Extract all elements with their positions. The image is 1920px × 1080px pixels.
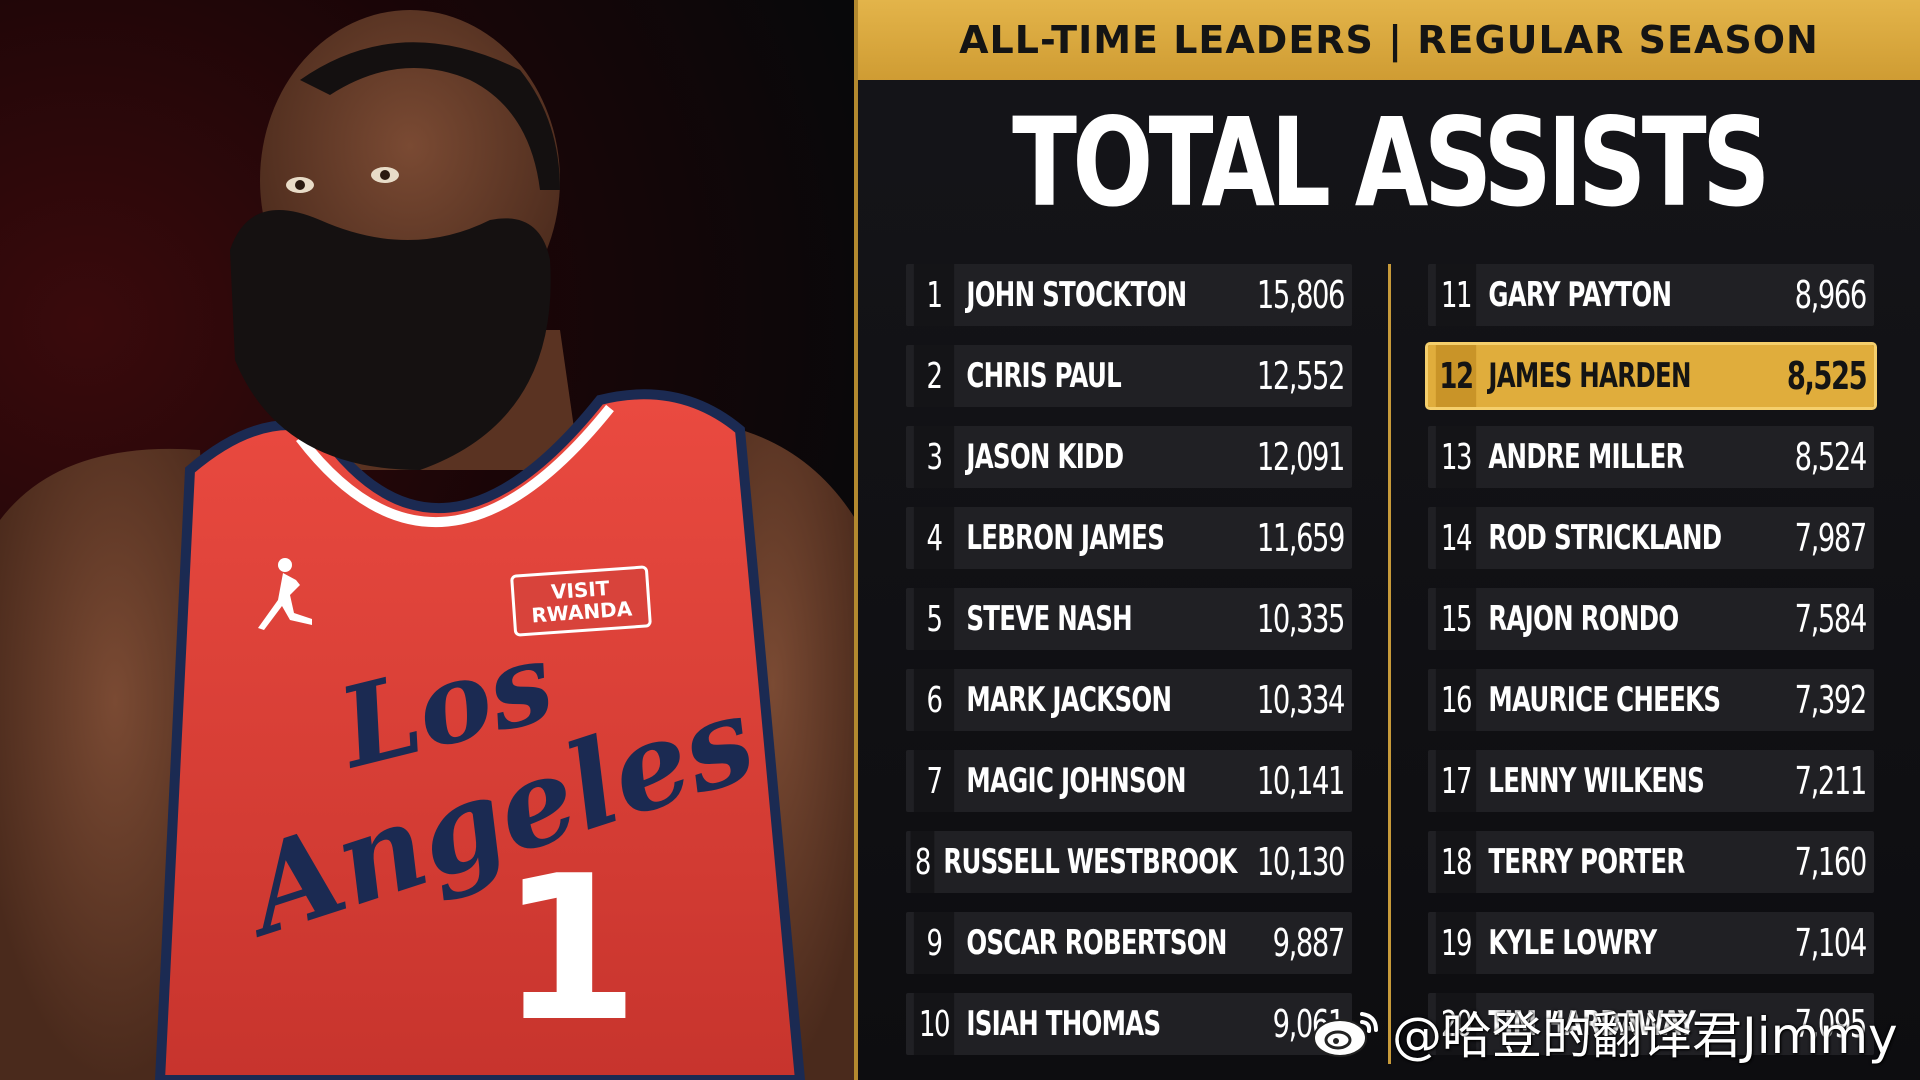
leader-assists-value: 10,130 (1256, 840, 1346, 884)
leader-row: 9 OSCAR ROBERTSON 9,887 (906, 912, 1352, 974)
leader-assists-value: 7,584 (1794, 597, 1868, 641)
panel-divider (854, 0, 858, 1080)
leaderboard-panel: ALL-TIME LEADERS | REGULAR SEASON TOTAL … (858, 0, 1920, 1080)
leader-name: RAJON RONDO (1488, 599, 1679, 639)
leader-name: MAURICE CHEEKS (1488, 680, 1721, 720)
leader-assists-value: 7,987 (1794, 516, 1868, 560)
leader-row: 19 KYLE LOWRY 7,104 (1428, 912, 1874, 974)
leader-assists-value: 10,335 (1256, 597, 1346, 641)
leader-name: MARK JACKSON (966, 680, 1172, 720)
leader-rank: 15 (1435, 588, 1477, 650)
leader-assists-value: 7,392 (1794, 678, 1868, 722)
leader-rank: 14 (1435, 507, 1477, 569)
leader-assists-value: 12,091 (1256, 435, 1346, 479)
leader-row: 18 TERRY PORTER 7,160 (1428, 831, 1874, 893)
leader-row: 6 MARK JACKSON 10,334 (906, 669, 1352, 731)
header-banner: ALL-TIME LEADERS | REGULAR SEASON (858, 0, 1920, 80)
jumpman-logo-icon (258, 558, 312, 630)
leader-row: 17 LENNY WILKENS 7,211 (1428, 750, 1874, 812)
leader-rank: 10 (913, 993, 955, 1055)
leader-name: JASON KIDD (966, 437, 1124, 477)
leader-rank: 1 (913, 264, 955, 326)
leader-rank: 9 (913, 912, 955, 974)
leader-rank: 17 (1435, 750, 1477, 812)
leader-row: 15 RAJON RONDO 7,584 (1428, 588, 1874, 650)
leader-name: ISIAH THOMAS (966, 1004, 1161, 1044)
leader-row: 1 JOHN STOCKTON 15,806 (906, 264, 1352, 326)
leader-assists-value: 8,966 (1794, 273, 1868, 317)
leader-rank: 16 (1435, 669, 1477, 731)
leader-name: STEVE NASH (966, 599, 1132, 639)
leader-row: 14 ROD STRICKLAND 7,987 (1428, 507, 1874, 569)
leader-name: RUSSELL WESTBROOK (943, 842, 1237, 882)
leader-assists-value: 15,806 (1256, 273, 1346, 317)
leader-row: 13 ANDRE MILLER 8,524 (1428, 426, 1874, 488)
leader-rank: 20 (1435, 993, 1477, 1055)
page-title: TOTAL ASSISTS (1012, 92, 1770, 234)
leader-name: ROD STRICKLAND (1488, 518, 1722, 558)
leader-assists-value: 8,525 (1786, 354, 1868, 398)
leader-name: OSCAR ROBERTSON (966, 923, 1227, 963)
leader-rank: 4 (913, 507, 955, 569)
leader-rank: 12 (1435, 345, 1477, 407)
leader-row: 7 MAGIC JOHNSON 10,141 (906, 750, 1352, 812)
leader-rank: 18 (1435, 831, 1477, 893)
leader-name: KYLE LOWRY (1488, 923, 1657, 963)
leader-rank: 19 (1435, 912, 1477, 974)
leader-rank: 6 (913, 669, 955, 731)
leader-assists-value: 11,659 (1256, 516, 1346, 560)
leader-assists-value: 12,552 (1256, 354, 1346, 398)
leader-assists-value: 9,887 (1272, 921, 1346, 965)
weibo-logo-icon (1313, 1012, 1378, 1057)
watermark-text: @哈登的翻译君Jimmy (1392, 1007, 1898, 1065)
leader-assists-value: 7,160 (1794, 840, 1868, 884)
leader-row: 11 GARY PAYTON 8,966 (1428, 264, 1874, 326)
leader-rank: 8 (910, 831, 935, 893)
leader-assists-value: 10,334 (1256, 678, 1346, 722)
leader-name: LEBRON JAMES (966, 518, 1165, 558)
leader-rank: 11 (1435, 264, 1477, 326)
leader-assists-value: 8,524 (1794, 435, 1868, 479)
leader-assists-value: 7,104 (1794, 921, 1868, 965)
leader-row-highlighted: 12 JAMES HARDEN 8,525 (1425, 342, 1877, 410)
leader-row: 8 RUSSELL WESTBROOK 10,130 (906, 831, 1352, 893)
leader-name: CHRIS PAUL (966, 356, 1122, 396)
jersey-sponsor-text: VISIT RWANDA (530, 576, 633, 628)
leaders-column-right: 11 GARY PAYTON 8,966 12 JAMES HARDEN 8,525 13 A… (1425, 264, 1877, 1074)
leader-assists-value: 7,211 (1794, 759, 1868, 803)
leader-row: 3 JASON KIDD 12,091 (906, 426, 1352, 488)
leader-row: 16 MAURICE CHEEKS 7,392 (1428, 669, 1874, 731)
leader-rank: 13 (1435, 426, 1477, 488)
leader-assists-value: 10,141 (1256, 759, 1346, 803)
leader-name: MAGIC JOHNSON (966, 761, 1186, 801)
column-separator (1388, 264, 1391, 1064)
leader-row: 4 LEBRON JAMES 11,659 (906, 507, 1352, 569)
leader-name: JOHN STOCKTON (966, 275, 1187, 315)
leader-rank: 5 (913, 588, 955, 650)
banner-title: ALL-TIME LEADERS | REGULAR SEASON (959, 18, 1819, 62)
leader-name: TERRY PORTER (1488, 842, 1685, 882)
leader-rank: 2 (913, 345, 955, 407)
leader-name: TIM HARDAWAY (1488, 1004, 1696, 1044)
leaders-column-left: 1 JOHN STOCKTON 15,806 2 CHRIS PAUL 12,552 3 JA… (906, 264, 1352, 1074)
leader-name: JAMES HARDEN (1488, 356, 1691, 396)
leader-name: LENNY WILKENS (1488, 761, 1705, 801)
leader-rank: 3 (913, 426, 955, 488)
player-photo: VISIT RWANDA Los Angeles 1 (0, 0, 856, 1080)
leader-row: 5 STEVE NASH 10,335 (906, 588, 1352, 650)
leader-rank: 7 (913, 750, 955, 812)
leader-name: ANDRE MILLER (1488, 437, 1684, 477)
player-illustration (0, 10, 856, 1080)
leader-name: GARY PAYTON (1488, 275, 1672, 315)
leader-assists-value: 7,095 (1794, 1002, 1868, 1046)
leader-row: 20 TIM HARDAWAY 7,095 (1428, 993, 1874, 1055)
leader-row: 2 CHRIS PAUL 12,552 (906, 345, 1352, 407)
watermark: @哈登的翻译君Jimmy (1310, 996, 1898, 1068)
jersey-number: 1 (500, 833, 640, 1066)
leader-row: 10 ISIAH THOMAS 9,061 (906, 993, 1352, 1055)
